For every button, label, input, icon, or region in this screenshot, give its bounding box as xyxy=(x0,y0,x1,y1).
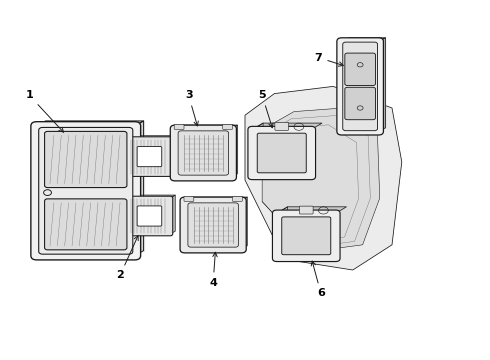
FancyBboxPatch shape xyxy=(188,203,238,247)
FancyBboxPatch shape xyxy=(345,53,375,85)
FancyBboxPatch shape xyxy=(45,131,127,188)
Polygon shape xyxy=(37,121,144,126)
FancyBboxPatch shape xyxy=(180,197,246,253)
FancyBboxPatch shape xyxy=(343,42,377,131)
Polygon shape xyxy=(277,207,288,258)
Text: 3: 3 xyxy=(185,90,198,126)
Text: 7: 7 xyxy=(315,53,343,66)
Polygon shape xyxy=(171,195,175,234)
FancyBboxPatch shape xyxy=(222,125,232,130)
FancyBboxPatch shape xyxy=(137,206,162,226)
FancyBboxPatch shape xyxy=(137,147,162,167)
Polygon shape xyxy=(128,195,175,198)
Text: 5: 5 xyxy=(258,90,273,128)
FancyBboxPatch shape xyxy=(178,131,228,175)
Polygon shape xyxy=(262,108,380,252)
FancyBboxPatch shape xyxy=(275,122,289,130)
Polygon shape xyxy=(135,121,144,256)
FancyBboxPatch shape xyxy=(299,206,313,214)
FancyBboxPatch shape xyxy=(337,38,383,135)
FancyBboxPatch shape xyxy=(171,125,236,181)
Polygon shape xyxy=(245,86,402,270)
Text: 1: 1 xyxy=(25,90,64,132)
FancyBboxPatch shape xyxy=(257,133,306,173)
Polygon shape xyxy=(46,121,144,251)
FancyBboxPatch shape xyxy=(39,127,133,254)
FancyBboxPatch shape xyxy=(126,137,173,176)
Polygon shape xyxy=(378,38,385,131)
Polygon shape xyxy=(252,123,263,176)
Polygon shape xyxy=(128,136,175,139)
Polygon shape xyxy=(185,197,247,201)
FancyBboxPatch shape xyxy=(126,196,173,236)
Polygon shape xyxy=(252,123,322,130)
FancyBboxPatch shape xyxy=(282,217,331,255)
FancyBboxPatch shape xyxy=(272,210,340,261)
Polygon shape xyxy=(277,207,346,213)
FancyBboxPatch shape xyxy=(184,197,194,201)
FancyBboxPatch shape xyxy=(232,197,242,201)
Polygon shape xyxy=(241,197,247,249)
FancyBboxPatch shape xyxy=(45,199,127,250)
FancyBboxPatch shape xyxy=(31,122,141,260)
Text: 2: 2 xyxy=(116,236,138,280)
Polygon shape xyxy=(342,38,385,41)
FancyBboxPatch shape xyxy=(345,87,375,120)
Polygon shape xyxy=(171,136,175,175)
Text: 4: 4 xyxy=(209,252,217,288)
Polygon shape xyxy=(231,125,237,177)
Polygon shape xyxy=(175,125,237,129)
FancyBboxPatch shape xyxy=(174,125,184,130)
Text: 6: 6 xyxy=(311,261,325,298)
FancyBboxPatch shape xyxy=(248,126,316,180)
